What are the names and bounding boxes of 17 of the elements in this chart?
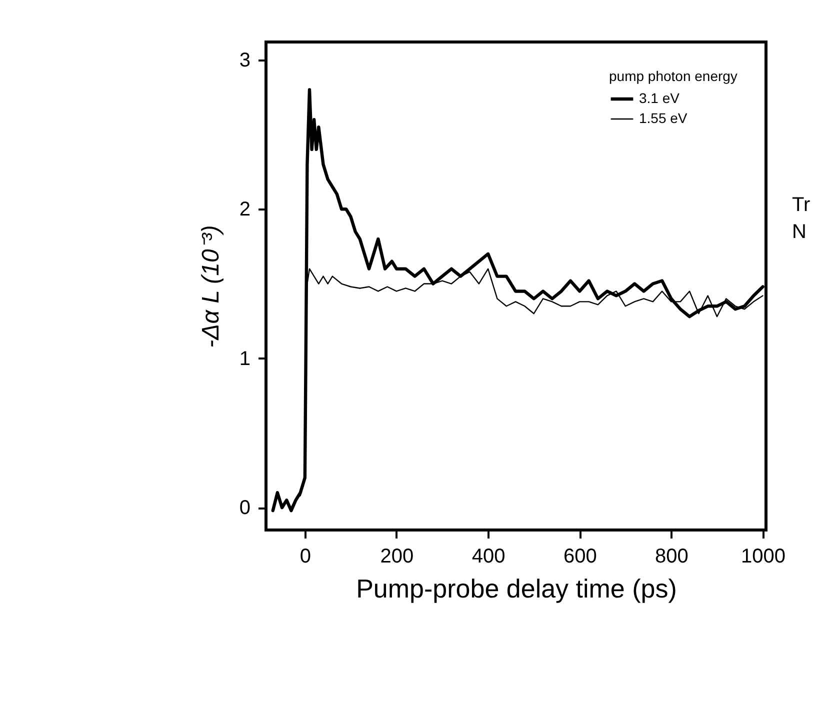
x-tick-label: 200: [380, 546, 414, 568]
y-tick-label: 1: [239, 348, 250, 370]
legend-title: pump photon energy: [609, 68, 738, 84]
legend-label: 1.55 eV: [639, 110, 688, 126]
legend-label: 3.1 eV: [639, 90, 680, 106]
y-axis-title: -Δα L (10⁻³): [197, 225, 224, 348]
y-tick-label: 0: [239, 497, 250, 520]
x-tick-label: 800: [655, 546, 688, 568]
y-tick-label: 2: [239, 198, 250, 221]
x-tick-label: 400: [472, 546, 506, 568]
text: Tr: [792, 193, 810, 218]
text: N: [792, 220, 808, 245]
x-tick-label: 0: [300, 546, 311, 568]
y-tick-label: 3: [239, 49, 250, 72]
x-axis-title: Pump-probe delay time (ps): [356, 574, 677, 604]
x-tick-label: 600: [563, 546, 597, 568]
x-tick-label: 1000: [741, 546, 786, 568]
